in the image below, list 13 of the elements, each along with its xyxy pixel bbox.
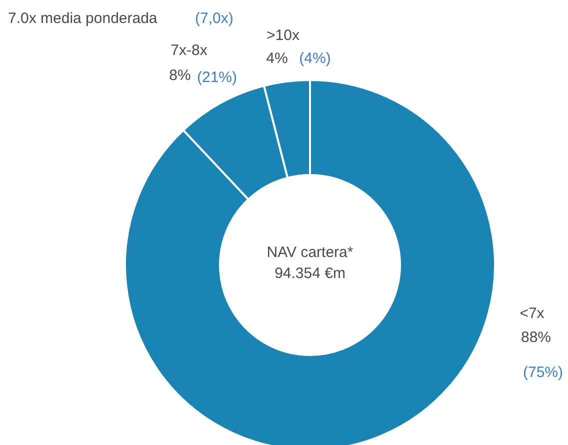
text: 94.354 €m xyxy=(274,265,346,282)
text: (21%) xyxy=(196,69,238,86)
slice-label: 7x-8x xyxy=(170,42,208,59)
text: 7.0x media ponderada xyxy=(8,10,158,27)
data-label: 8% xyxy=(169,67,191,84)
data-label: 4% xyxy=(266,50,288,67)
text: (75%) xyxy=(522,364,564,381)
slice-label: <7x xyxy=(520,305,545,322)
text: (7,0x) xyxy=(195,10,234,27)
slice-label: >10x xyxy=(266,27,300,44)
data-label: 88% xyxy=(520,329,552,346)
text: NAV cartera* xyxy=(266,244,354,261)
text: (4%) xyxy=(299,50,331,67)
